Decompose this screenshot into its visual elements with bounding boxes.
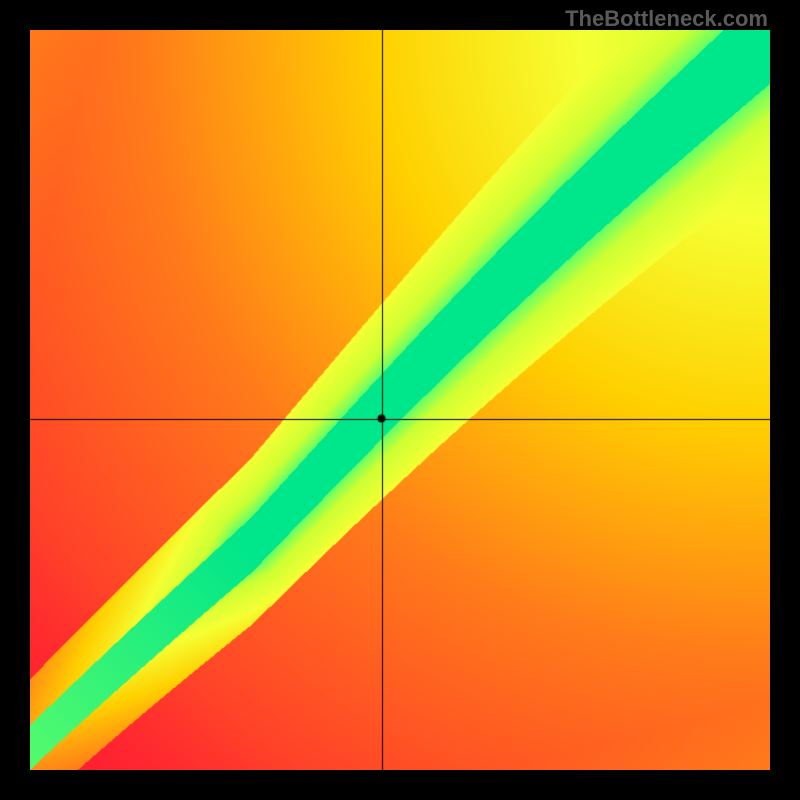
- watermark-text: TheBottleneck.com: [565, 6, 768, 32]
- chart-container: TheBottleneck.com: [0, 0, 800, 800]
- bottleneck-heatmap: [30, 30, 770, 770]
